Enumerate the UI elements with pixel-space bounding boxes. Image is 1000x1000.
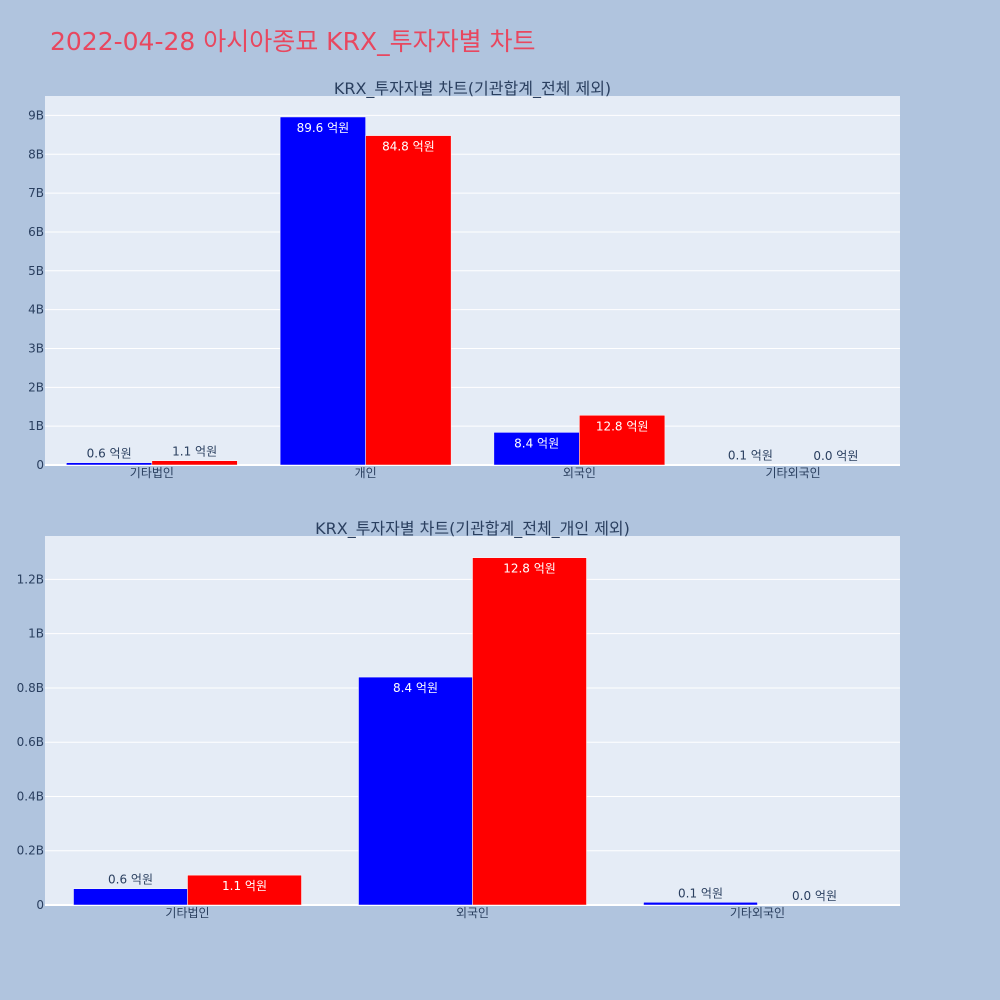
chart-bottom: KRX_투자자별 차트(기관합계_전체_개인 제외) 0 0.2B 0.4B 0.6B 0…: [17, 519, 900, 920]
x-tick-label: 외국인: [456, 906, 489, 920]
y-tick-label: 2B: [28, 380, 44, 394]
data-label: 8.4 억원: [514, 436, 559, 450]
y-tick-label: 0.8B: [17, 681, 44, 695]
bar: [365, 135, 452, 466]
bar: [279, 116, 366, 466]
chart-top: KRX_투자자별 차트(기관합계_전체 제외) 0 1B 2B 3B 4B 5B 6B 7B 8B…: [28, 79, 900, 480]
page-title: 2022-04-28 아시아종묘 KRX_투자자별 차트: [50, 27, 536, 56]
data-label: 1.1 억원: [172, 445, 217, 459]
bar: [73, 888, 188, 906]
y-tick-label: 0.6B: [17, 735, 44, 749]
x-tick-label: 외국인: [563, 466, 596, 480]
x-tick-label: 기타외국인: [766, 466, 821, 480]
data-label: 0.6 억원: [87, 447, 132, 461]
y-tick-label: 5B: [28, 264, 44, 278]
bar: [66, 462, 153, 466]
bar: [472, 557, 587, 906]
x-tick-label: 기타외국인: [730, 906, 785, 920]
x-tick-label: 개인: [355, 466, 377, 480]
y-tick-label: 7B: [28, 186, 44, 200]
plot-area: [45, 96, 900, 465]
data-label: 0.1 억원: [678, 886, 723, 900]
bar: [151, 460, 238, 466]
bar: [187, 874, 302, 906]
data-label: 1.1 억원: [222, 879, 267, 893]
y-tick-label: 1B: [28, 419, 44, 433]
chart-title: KRX_투자자별 차트(기관합계_전체_개인 제외): [315, 519, 630, 539]
y-tick-label: 1.2B: [17, 572, 44, 586]
data-label: 8.4 억원: [393, 681, 438, 695]
y-tick-label: 1B: [28, 627, 44, 641]
bar: [579, 415, 666, 466]
data-label: 89.6 억원: [297, 121, 350, 135]
data-label: 12.8 억원: [596, 419, 649, 433]
data-label: 0.0 억원: [813, 449, 858, 463]
data-label: 0.1 억원: [728, 449, 773, 463]
y-tick-label: 0.2B: [17, 844, 44, 858]
data-label: 12.8 억원: [503, 562, 556, 576]
y-tick-label: 0: [36, 458, 44, 472]
data-label: 0.6 억원: [108, 873, 153, 887]
bar: [358, 676, 473, 906]
y-tick-label: 6B: [28, 225, 44, 239]
y-tick-label: 0.4B: [17, 789, 44, 803]
y-tick-label: 4B: [28, 303, 44, 317]
bar: [643, 902, 758, 906]
x-tick-label: 기타법인: [165, 906, 209, 920]
y-tick-label: 3B: [28, 341, 44, 355]
x-tick-label: 기타법인: [130, 466, 174, 480]
y-tick-label: 0: [36, 898, 44, 912]
y-tick-label: 9B: [28, 108, 44, 122]
data-label: 0.0 억원: [792, 889, 837, 903]
y-tick-label: 8B: [28, 147, 44, 161]
data-label: 84.8 억원: [382, 140, 435, 154]
chart-title: KRX_투자자별 차트(기관합계_전체 제외): [334, 79, 611, 99]
